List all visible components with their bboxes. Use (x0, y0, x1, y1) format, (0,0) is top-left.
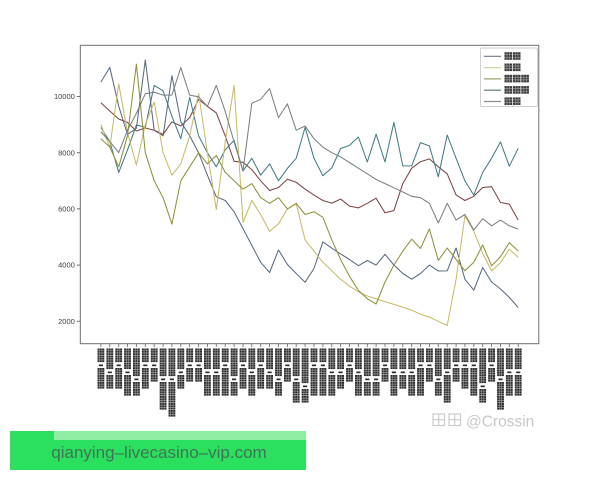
svg-text:6000: 6000 (58, 205, 75, 214)
svg-text:qianying–livecasino–vip.com: qianying–livecasino–vip.com (51, 443, 266, 462)
svg-text:@Crossin: @Crossin (466, 414, 534, 431)
svg-text:4000: 4000 (58, 261, 75, 270)
svg-text:2000: 2000 (58, 317, 75, 326)
svg-text:8000: 8000 (58, 148, 75, 157)
svg-text:10000: 10000 (54, 92, 75, 101)
